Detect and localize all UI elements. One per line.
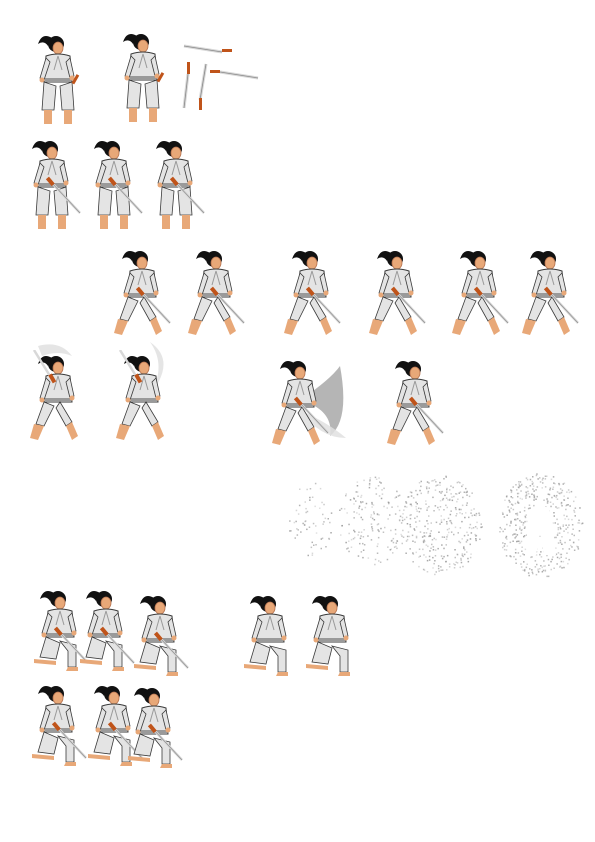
dissolve-effect-icon-1 bbox=[289, 482, 333, 557]
samurai-sprite-icon-20 bbox=[306, 596, 350, 676]
dissolve-effect-icon-2 bbox=[339, 476, 406, 566]
samurai-sprite-icon-23 bbox=[128, 688, 183, 768]
samurai-sprite-icon-5 bbox=[156, 141, 205, 229]
samurai-sprite-icon-6 bbox=[114, 251, 171, 335]
samurai-sprite-icon-4 bbox=[94, 141, 143, 229]
samurai-sprite-icon-13 bbox=[116, 350, 164, 440]
samurai-sprite-icon-9 bbox=[369, 251, 426, 335]
samurai-sprite-icon-11 bbox=[522, 251, 579, 335]
hilt-icon-2 bbox=[187, 62, 190, 74]
hilt-icon-3 bbox=[199, 98, 202, 110]
katana-icon-1 bbox=[183, 44, 223, 54]
dissolve-effect-icon-3 bbox=[398, 475, 483, 576]
slash-effect-icon-1 bbox=[38, 344, 72, 356]
dissolve-effect-icon-4 bbox=[499, 473, 584, 578]
samurai-sprite-icon-3 bbox=[32, 141, 81, 229]
samurai-sprite-icon-16 bbox=[34, 591, 89, 671]
samurai-sprite-icon-1 bbox=[38, 36, 80, 124]
katana-icon-3 bbox=[198, 63, 208, 101]
samurai-sprite-icon-12 bbox=[30, 350, 78, 440]
slash-effect-icon-3 bbox=[300, 366, 344, 436]
samurai-sprite-icon-14 bbox=[272, 361, 329, 445]
katana-icon-4 bbox=[219, 70, 259, 80]
samurai-sprite-icon-19 bbox=[244, 596, 288, 676]
samurai-sprite-icon-2 bbox=[123, 34, 165, 122]
katana-icon-2 bbox=[182, 73, 190, 109]
samurai-sprite-icon-15 bbox=[387, 361, 444, 445]
hilt-icon-1 bbox=[222, 49, 232, 52]
samurai-sprite-icon-7 bbox=[188, 251, 245, 335]
samurai-sprite-icon-21 bbox=[32, 686, 87, 766]
samurai-sprite-icon-18 bbox=[134, 596, 189, 676]
samurai-sprite-icon-17 bbox=[80, 591, 135, 671]
samurai-sprite-icon-8 bbox=[284, 251, 341, 335]
samurai-sprite-icon-10 bbox=[452, 251, 509, 335]
hilt-icon-4 bbox=[210, 70, 220, 73]
samurai-sprite-icon-22 bbox=[88, 686, 143, 766]
slash-effect-icon-2 bbox=[150, 342, 164, 392]
